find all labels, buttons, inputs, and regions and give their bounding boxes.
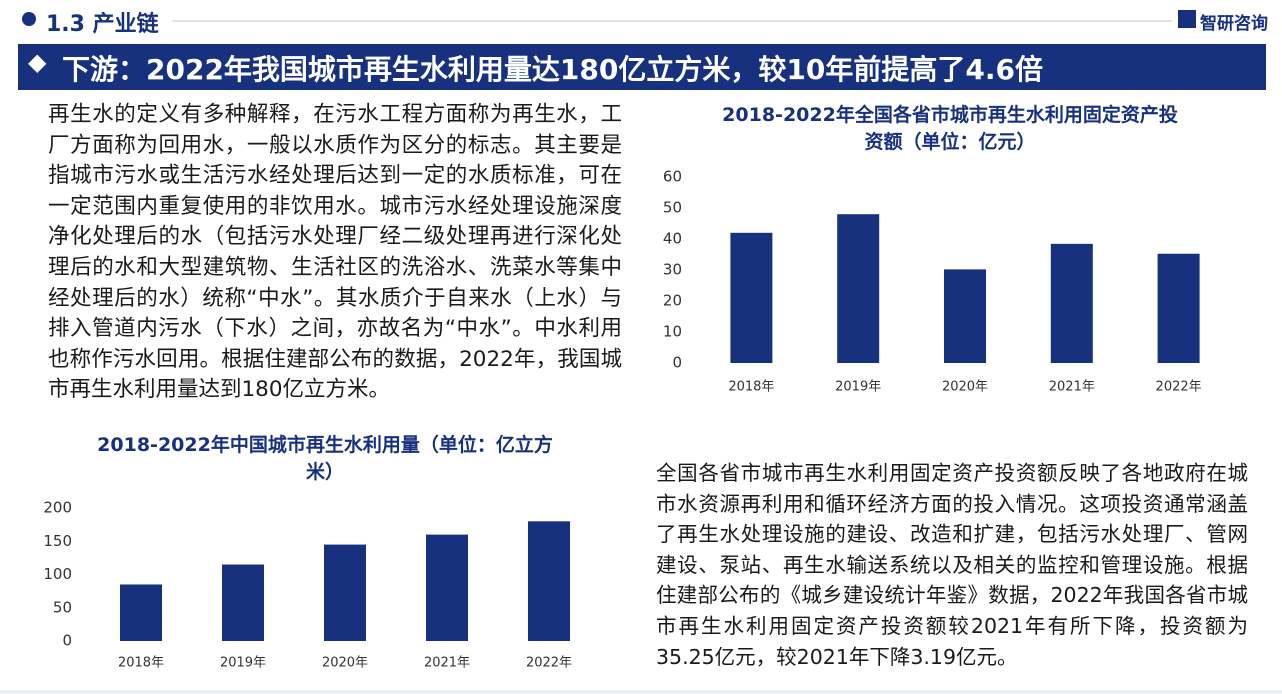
bottom-edge — [0, 690, 1282, 694]
y-tick-label: 100 — [43, 565, 72, 583]
section-label: 1.3 产业链 — [46, 12, 159, 37]
chart-title: 2018-2022年全国各省市城市再生水利用固定资产投资额（单位：亿元） — [722, 104, 1178, 153]
bar — [837, 214, 880, 363]
top-bar: 1.3 产业链 智研咨询 — [0, 0, 1282, 40]
x-tick-label: 2022年 — [1156, 380, 1202, 395]
paragraph: 再生水的定义有多种解释，在污水工程方面称为再生水，工厂方面称为回用水，一般以水质… — [48, 102, 622, 403]
bar — [1157, 253, 1200, 363]
paragraph: 全国各省市城市再生水利用固定资产投资额反映了各地政府在城市水资源再利用和循环经济… — [656, 461, 1248, 669]
page-title: 下游：2022年我国城市再生水利用量达180亿立方米，较10年前提高了4.6倍 — [62, 53, 1043, 86]
y-tick-label: 60 — [663, 168, 682, 186]
x-tick-label: 2022年 — [526, 656, 572, 671]
y-tick-label: 150 — [43, 532, 72, 550]
bar — [120, 584, 162, 641]
y-tick-label: 10 — [663, 323, 682, 341]
bar — [944, 269, 986, 363]
bar — [426, 534, 468, 641]
chart-title: 2018-2022年中国城市再生水利用量（单位：亿立方米） — [97, 434, 553, 483]
y-tick-label: 0 — [672, 354, 682, 372]
y-tick-label: 40 — [663, 230, 682, 248]
title-banner: ◆ 下游：2022年我国城市再生水利用量达180亿立方米，较10年前提高了4.6… — [18, 44, 1266, 90]
y-tick-label: 200 — [43, 499, 72, 517]
y-tick-label: 20 — [663, 292, 682, 310]
x-tick-label: 2018年 — [728, 380, 774, 395]
x-tick-label: 2021年 — [1049, 380, 1095, 395]
x-tick-label: 2020年 — [942, 380, 988, 395]
x-tick-label: 2018年 — [118, 656, 164, 671]
x-tick-label: 2019年 — [835, 380, 881, 395]
bar — [730, 232, 773, 363]
divider — [172, 20, 1172, 22]
bar — [1050, 243, 1093, 363]
y-tick-label: 50 — [663, 199, 682, 217]
x-tick-label: 2019年 — [220, 656, 266, 671]
x-tick-label: 2020年 — [322, 656, 368, 671]
logo-icon — [1178, 10, 1196, 28]
diamond: ◆ — [28, 48, 47, 76]
logo-text: 智研咨询 — [1200, 14, 1268, 34]
y-tick-label: 0 — [62, 632, 72, 650]
y-tick-label: 30 — [663, 261, 682, 279]
bar — [222, 564, 264, 641]
bullet — [22, 12, 36, 26]
y-tick-label: 50 — [53, 598, 72, 616]
bar — [528, 521, 570, 641]
bar — [324, 544, 366, 641]
x-tick-label: 2021年 — [424, 656, 470, 671]
